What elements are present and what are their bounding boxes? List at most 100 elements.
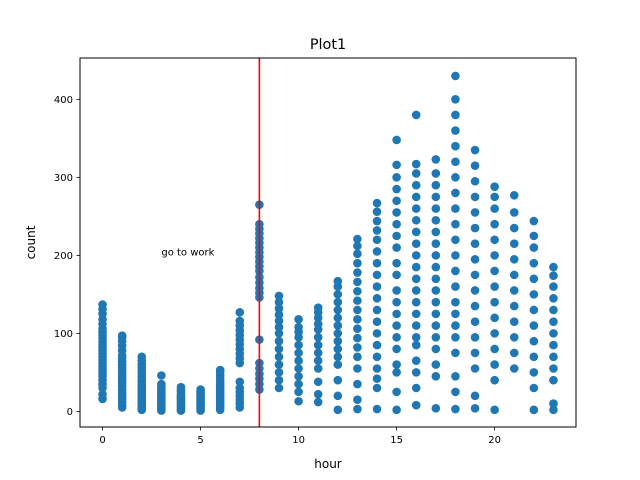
data-point-hour-13 <box>353 315 362 324</box>
data-point-hour-16 <box>411 297 421 307</box>
data-point-hour-15 <box>392 387 401 397</box>
data-point-hour-17 <box>431 297 441 307</box>
data-point-hour-16 <box>411 340 421 350</box>
data-point-hour-23 <box>549 282 558 291</box>
data-point-hour-14 <box>372 404 382 414</box>
data-point-hour-14 <box>372 247 382 256</box>
data-point-hour-18 <box>451 95 460 104</box>
data-point-hour-17 <box>431 239 441 248</box>
data-point-hour-7 <box>235 316 245 326</box>
data-point-hour-16 <box>411 204 421 213</box>
data-point-hour-7 <box>235 377 245 387</box>
data-point-hour-9 <box>274 375 284 385</box>
data-point-hour-17 <box>431 286 441 295</box>
data-point-hour-15 <box>392 344 401 354</box>
data-point-hour-18 <box>451 235 460 245</box>
data-point-hour-13 <box>353 343 362 352</box>
data-point-hour-10 <box>294 348 303 358</box>
data-point-hour-12 <box>333 405 343 415</box>
data-point-hour-11 <box>313 340 323 350</box>
data-point-hour-13 <box>353 234 362 244</box>
x-tick-label: 10 <box>292 435 305 446</box>
data-point-hour-12 <box>333 391 343 401</box>
data-point-hour-15 <box>392 208 401 217</box>
data-point-hour-9 <box>274 344 284 354</box>
data-point-hour-20 <box>490 405 499 415</box>
data-point-hour-18 <box>451 157 460 167</box>
data-point-hour-15 <box>392 297 401 307</box>
data-point-hour-23 <box>549 317 558 326</box>
x-tick-label: 5 <box>197 435 203 446</box>
data-point-hour-23 <box>549 375 558 385</box>
data-point-hour-15 <box>392 258 401 268</box>
data-point-hour-10 <box>294 356 303 365</box>
data-point-hour-19 <box>470 239 480 248</box>
data-point-hour-15 <box>392 184 401 194</box>
data-point-hour-19 <box>470 301 480 311</box>
y-tick-label: 200 <box>54 251 73 262</box>
data-point-hour-14 <box>372 270 382 280</box>
data-point-hour-15 <box>392 160 401 170</box>
data-point-hour-20 <box>490 204 499 213</box>
data-point-hour-23 <box>549 399 558 408</box>
data-point-hour-13 <box>353 296 362 305</box>
data-point-hour-15 <box>392 309 401 319</box>
data-point-hour-20 <box>490 251 499 260</box>
data-point-hour-17 <box>431 155 441 164</box>
data-point-hour-17 <box>431 309 441 319</box>
data-point-hour-16 <box>411 227 421 237</box>
data-point-hour-18 <box>451 282 460 291</box>
data-point-hour-6 <box>215 365 225 375</box>
data-point-hour-12 <box>333 329 343 338</box>
data-point-hour-18 <box>451 348 460 358</box>
data-point-hour-18 <box>451 387 460 397</box>
data-point-hour-12 <box>333 336 343 346</box>
data-point-hour-16 <box>411 262 421 272</box>
data-point-hour-21 <box>509 254 519 264</box>
data-point-hour-14 <box>372 329 382 338</box>
data-point-hour-22 <box>529 336 539 346</box>
data-point-hour-20 <box>490 219 499 229</box>
data-point-hour-19 <box>470 317 480 326</box>
data-point-hour-13 <box>353 241 362 251</box>
data-point-hour-19 <box>470 391 480 401</box>
data-point-hour-20 <box>490 182 499 192</box>
data-point-hour-17 <box>431 227 441 237</box>
data-point-hour-16 <box>411 192 421 202</box>
data-point-hour-19 <box>470 176 480 186</box>
data-point-hour-9 <box>274 291 284 301</box>
data-point-hour-14 <box>372 207 382 216</box>
data-point-hour-12 <box>333 313 343 323</box>
data-point-hour-17 <box>431 360 441 369</box>
data-point-hour-15 <box>392 360 401 369</box>
data-point-hour-20 <box>490 344 499 354</box>
data-point-hour-20 <box>490 266 499 276</box>
y-tick-label: 100 <box>54 329 73 340</box>
data-point-hour-17 <box>431 180 441 190</box>
data-point-hour-20 <box>490 192 499 202</box>
data-point-hour-9 <box>274 352 284 362</box>
data-point-hour-10 <box>294 322 303 332</box>
data-point-hour-12 <box>333 352 343 362</box>
data-point-hour-13 <box>353 404 362 414</box>
data-point-hour-15 <box>392 332 401 342</box>
data-point-hour-11 <box>313 356 323 365</box>
data-point-hour-21 <box>509 208 519 217</box>
data-point-hour-21 <box>509 270 519 280</box>
data-point-hour-16 <box>411 180 421 190</box>
data-point-hour-17 <box>431 403 441 413</box>
data-point-hour-18 <box>451 297 460 307</box>
data-point-hour-14 <box>372 226 382 235</box>
data-point-hour-13 <box>353 333 362 343</box>
data-point-hour-18 <box>451 371 460 381</box>
data-point-hour-15 <box>392 135 401 145</box>
data-point-hour-10 <box>294 364 303 373</box>
data-point-hour-14 <box>372 383 382 393</box>
data-point-hour-13 <box>353 305 362 315</box>
data-point-hour-13 <box>353 395 362 404</box>
data-point-hour-18 <box>451 266 460 276</box>
data-point-hour-20 <box>490 329 499 338</box>
data-point-hour-23 <box>549 340 558 350</box>
data-point-hour-9 <box>274 368 284 377</box>
